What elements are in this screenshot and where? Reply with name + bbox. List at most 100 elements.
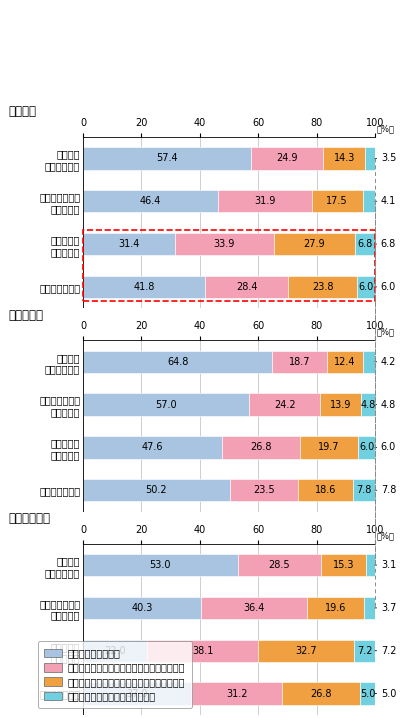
Text: 6.0: 6.0 [380,282,395,292]
Text: （%）: （%） [376,531,394,540]
Text: 22.0: 22.0 [104,645,126,656]
Bar [204,276,287,298]
Text: 23.5: 23.5 [252,485,274,495]
Text: 7.2: 7.2 [356,645,371,656]
Text: 57.0: 57.0 [155,400,177,409]
Text: 7.2: 7.2 [380,645,396,656]
Bar [319,393,360,416]
Bar [200,597,306,619]
Text: 50.2: 50.2 [145,485,167,495]
Text: 37.0: 37.0 [126,689,147,699]
Text: 23.8: 23.8 [311,282,333,292]
Text: 17.5: 17.5 [326,196,347,206]
Text: 4.2: 4.2 [380,357,395,367]
Bar [362,350,374,373]
Text: 40.3: 40.3 [131,603,152,613]
Text: 12.4: 12.4 [333,357,355,367]
Text: 33.9: 33.9 [213,239,234,249]
Bar [83,147,250,169]
Bar [360,682,374,705]
Bar [249,393,319,416]
Bar [191,682,281,705]
Text: 15.3: 15.3 [332,560,353,570]
Bar [258,640,353,662]
Bar [326,350,362,373]
Bar [273,233,354,255]
Bar [83,597,200,619]
Text: 3.5: 3.5 [380,154,395,164]
Bar [83,682,191,705]
Text: 31.4: 31.4 [118,239,139,249]
Text: （大企業）: （大企業） [8,309,43,322]
Bar [354,233,374,255]
Bar [320,554,365,577]
Bar [221,437,299,459]
Text: 53.0: 53.0 [149,560,171,570]
Text: 6.8: 6.8 [380,239,395,249]
Bar [147,640,258,662]
Bar [229,479,297,501]
Legend: 既に取り組んでいる, 今後取り組む予定であり、準備を進めている, 特に検討はしていないが、関心は持っている, 取り組む予定もなく、関心もない: 既に取り組んでいる, 今後取り組む予定であり、準備を進めている, 特に検討はして… [38,641,192,708]
Text: 6.8: 6.8 [357,239,372,249]
Bar [363,597,374,619]
Bar [297,479,352,501]
Bar [83,479,229,501]
Text: 18.7: 18.7 [288,357,310,367]
Text: 3.1: 3.1 [380,560,395,570]
Bar [83,230,374,302]
Text: 26.8: 26.8 [310,689,331,699]
Text: （%）: （%） [376,124,394,134]
Text: 28.4: 28.4 [235,282,256,292]
Bar [323,147,364,169]
Bar [83,276,204,298]
Text: 27.9: 27.9 [303,239,324,249]
Bar [218,190,311,213]
Bar [174,233,273,255]
Text: 4.1: 4.1 [380,196,395,206]
Bar [83,190,218,213]
Bar [353,640,374,662]
Bar [357,437,374,459]
Text: 19.7: 19.7 [317,442,339,452]
Text: 31.9: 31.9 [254,196,275,206]
Bar [357,276,374,298]
Bar [360,393,374,416]
Bar [83,233,174,255]
Bar [250,147,323,169]
Bar [365,554,374,577]
Text: （全体）: （全体） [8,106,36,118]
Text: 4.8: 4.8 [380,400,395,409]
Text: 24.9: 24.9 [276,154,297,164]
Text: 26.8: 26.8 [250,442,271,452]
Bar [83,437,221,459]
Text: 6.0: 6.0 [358,282,373,292]
Bar [83,640,147,662]
Text: 4.8: 4.8 [359,400,374,409]
Bar [237,554,320,577]
Bar [272,350,326,373]
Text: 7.8: 7.8 [380,485,395,495]
Text: 13.9: 13.9 [329,400,350,409]
Bar [364,147,374,169]
Bar [83,350,272,373]
Bar [352,479,374,501]
Bar [299,437,357,459]
Text: 36.4: 36.4 [243,603,264,613]
Text: 41.8: 41.8 [133,282,154,292]
Bar [83,393,249,416]
Text: 19.6: 19.6 [324,603,346,613]
Text: 64.8: 64.8 [166,357,188,367]
Text: 31.2: 31.2 [225,689,247,699]
Text: 5.0: 5.0 [380,689,395,699]
Text: 47.6: 47.6 [142,442,163,452]
Text: 3.7: 3.7 [380,603,395,613]
Text: 28.5: 28.5 [268,560,290,570]
Text: 6.0: 6.0 [358,442,373,452]
Text: 24.2: 24.2 [273,400,295,409]
Text: （中小企業）: （中小企業） [8,512,50,525]
Text: 57.4: 57.4 [155,154,177,164]
Bar [287,276,357,298]
Text: 6.0: 6.0 [380,442,395,452]
Text: 38.1: 38.1 [192,645,213,656]
Text: 14.3: 14.3 [333,154,354,164]
